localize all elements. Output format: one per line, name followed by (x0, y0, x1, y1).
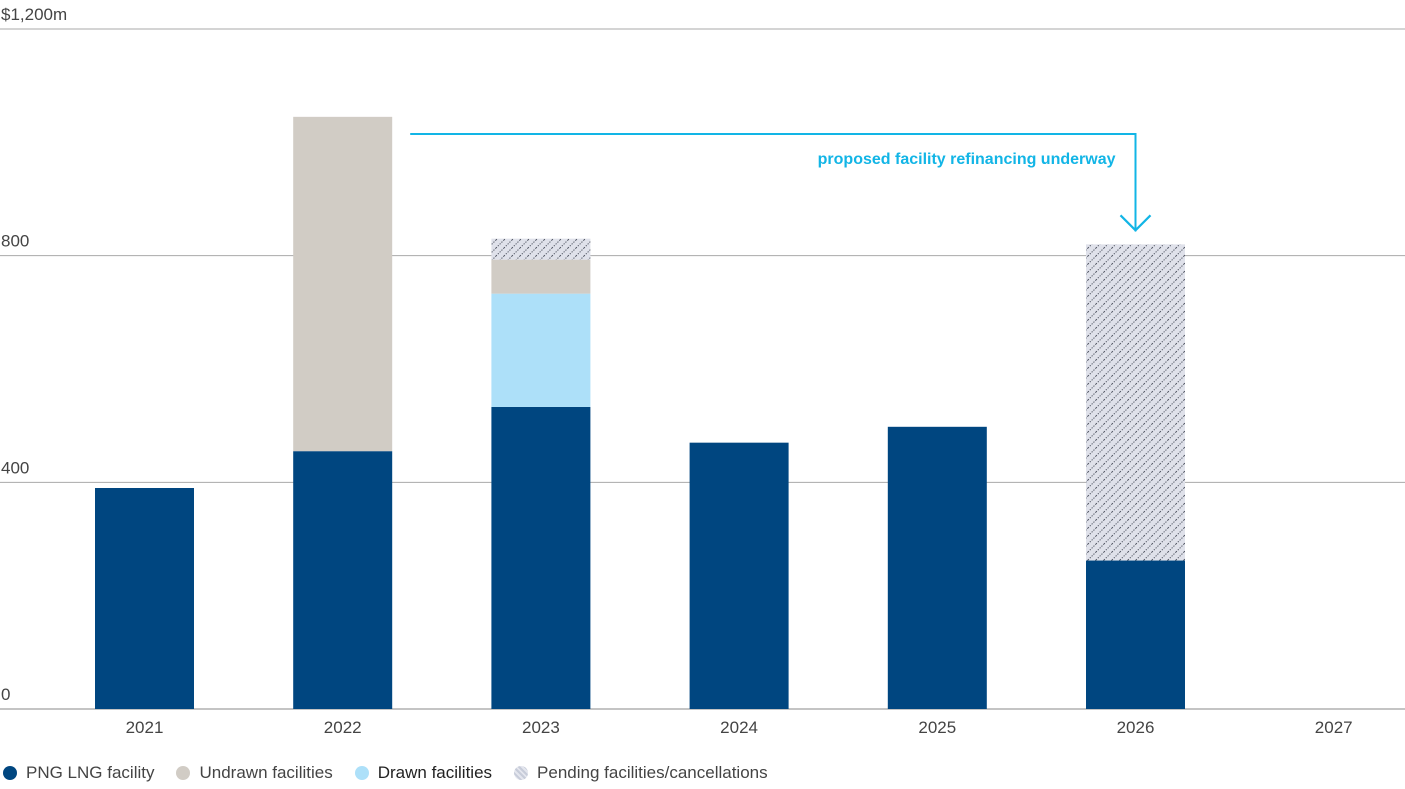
x-tick-label: 2027 (1315, 718, 1353, 737)
legend-swatch-png (3, 766, 17, 780)
y-tick-label: $1,200m (1, 5, 67, 24)
legend-item-pending: Pending facilities/cancellations (514, 763, 768, 783)
legend-swatch-drawn (354, 766, 369, 780)
bar-undrawn-2023 (491, 259, 591, 294)
bar-png-2025 (887, 426, 987, 709)
legend-swatch-undrawn (176, 766, 191, 780)
bar-png-2021 (95, 488, 194, 709)
legend-swatch-pending (514, 766, 529, 780)
bar-png-2023 (491, 406, 591, 709)
annotation-arrow (410, 133, 1137, 232)
legend-label: Drawn facilities (377, 763, 493, 782)
legend-label: Undrawn facilities (199, 763, 333, 782)
y-tick-label: 800 (1, 232, 29, 251)
y-tick-label: 0 (1, 685, 10, 704)
annotation-arrowhead (1119, 214, 1152, 232)
maturity-profile-chart: 0 400 800 $1,200m 2021 2022 2023 2024 2025 2026 20… (0, 5, 1405, 737)
bars (95, 116, 1185, 709)
legend-item-drawn: Drawn facilities (354, 763, 493, 783)
x-tick-label: 2023 (522, 718, 560, 737)
bar-pending-2023 (491, 238, 591, 260)
annotation: proposed facility refinancing underway (410, 133, 1152, 232)
bar-png-2022 (293, 451, 393, 709)
bar-png-2024 (689, 442, 789, 709)
legend-item-undrawn: Undrawn facilities (176, 763, 333, 783)
axis-labels: 0 400 800 $1,200m 2021 2022 2023 2024 2025 2026 20… (1, 5, 1353, 737)
annotation-text: proposed facility refinancing underway (818, 151, 1116, 168)
legend-label: PNG LNG facility (26, 763, 155, 782)
legend-item-png: PNG LNG facility (3, 763, 154, 783)
bar-pending-2026 (1086, 244, 1185, 561)
legend-label: Pending facilities/cancellations (537, 763, 768, 782)
bar-png-2026 (1086, 560, 1185, 709)
bar-undrawn-2022 (293, 116, 393, 452)
y-tick-label: 400 (1, 458, 29, 477)
x-tick-label: 2024 (720, 718, 758, 737)
x-tick-label: 2022 (324, 718, 362, 737)
x-tick-label: 2025 (918, 718, 956, 737)
legend: PNG LNG facility Undrawn facilities Drawn … (3, 763, 790, 783)
x-tick-label: 2026 (1117, 718, 1155, 737)
x-tick-label: 2021 (126, 718, 164, 737)
bar-drawn-2023 (491, 293, 591, 407)
